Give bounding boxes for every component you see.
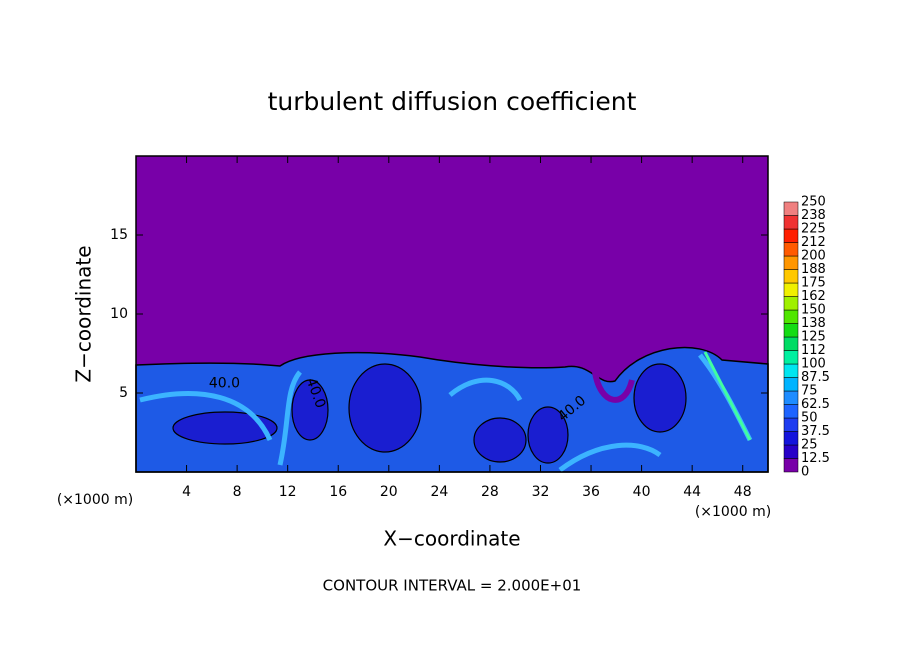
colorbar-label: 125	[801, 330, 826, 345]
colorbar-box	[783, 201, 799, 216]
colorbar-box	[783, 282, 799, 297]
colorbar-label: 162	[801, 289, 826, 304]
colorbar-box	[783, 390, 799, 405]
colorbar-label: 50	[801, 411, 818, 426]
field-blob	[473, 417, 527, 463]
x-tick-label: 28	[481, 484, 499, 500]
colorbar-label: 0	[801, 465, 809, 480]
colorbar-box	[783, 377, 799, 392]
colorbar-label: 200	[801, 249, 826, 264]
colorbar-box	[783, 242, 799, 257]
x-tick-label: 8	[233, 484, 242, 500]
colorbar-label: 112	[801, 343, 826, 358]
colorbar-label: 12.5	[801, 451, 830, 466]
colorbar-label: 250	[801, 195, 826, 210]
colorbar-box	[783, 363, 799, 378]
colorbar-label: 212	[801, 235, 826, 250]
y-axis-label: Z−coordinate	[72, 245, 96, 382]
colorbar-label: 37.5	[801, 424, 830, 439]
colorbar-box	[783, 431, 799, 446]
colorbar-box	[783, 255, 799, 270]
x-tick-label: 40	[633, 484, 651, 500]
colorbar-box	[783, 269, 799, 284]
x-tick-label: 16	[329, 484, 347, 500]
colorbar-box	[783, 444, 799, 459]
y-tick-label: 10	[110, 306, 128, 322]
colorbar-label: 62.5	[801, 397, 830, 412]
field-blob	[348, 363, 422, 453]
colorbar-box	[783, 215, 799, 230]
colorbar-label: 150	[801, 303, 826, 318]
colorbar-box	[783, 228, 799, 243]
colorbar-label: 138	[801, 316, 826, 331]
field-blob	[291, 379, 329, 441]
x-tick-label: 44	[683, 484, 701, 500]
field-streak	[703, 351, 752, 441]
chart-title: turbulent diffusion coefficient	[268, 87, 637, 116]
x-tick-label: 36	[582, 484, 600, 500]
x-tick-label: 32	[532, 484, 550, 500]
colorbar-box	[783, 309, 799, 324]
field-streak	[139, 353, 753, 473]
footnote: CONTOUR INTERVAL = 2.000E+01	[323, 577, 582, 595]
colorbar-label: 75	[801, 384, 818, 399]
field	[135, 156, 769, 473]
x-tick-label: 20	[380, 484, 398, 500]
colorbar-label: 188	[801, 262, 826, 277]
colorbar-box	[783, 350, 799, 365]
colorbar-label: 25	[801, 438, 818, 453]
y-tick-label: 5	[119, 385, 128, 401]
x-tick-label: 12	[279, 484, 297, 500]
x-axis-label: X−coordinate	[383, 527, 520, 551]
field-blob	[172, 411, 278, 445]
x-tick-label: 24	[430, 484, 448, 500]
field-intrusion	[592, 371, 635, 403]
colorbar-box	[783, 323, 799, 338]
colorbar-box	[783, 458, 799, 473]
colorbar-label: 100	[801, 357, 826, 372]
x-unit: (×1000 m)	[695, 504, 771, 520]
contour-label: 40.0	[209, 376, 240, 392]
colorbar-box	[783, 336, 799, 351]
colorbar-label: 175	[801, 276, 826, 291]
colorbar-box	[783, 404, 799, 419]
x-tick-label: 4	[182, 484, 191, 500]
y-unit: (×1000 m)	[57, 492, 133, 508]
colorbar-box	[783, 417, 799, 432]
colorbar-box	[783, 296, 799, 311]
colorbar-label: 87.5	[801, 370, 830, 385]
y-tick-label: 15	[110, 227, 128, 243]
field-blob	[527, 406, 569, 464]
colorbar-label: 238	[801, 208, 826, 223]
field-blob	[633, 363, 687, 433]
x-tick-label: 48	[734, 484, 752, 500]
colorbar-label: 225	[801, 222, 826, 237]
